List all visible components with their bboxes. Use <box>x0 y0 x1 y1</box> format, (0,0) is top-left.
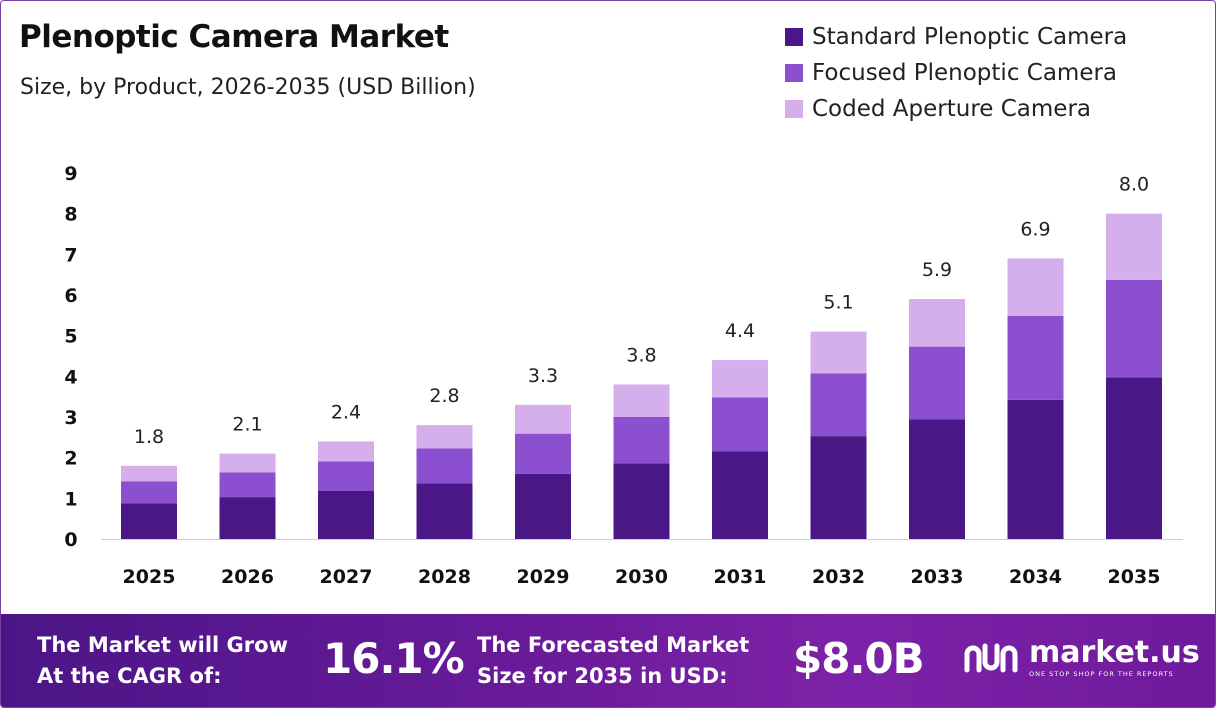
bar-2035-series-0 <box>1106 377 1162 539</box>
bar-2032-series-2 <box>810 331 867 374</box>
bar-2034-series-0 <box>1007 399 1064 539</box>
x-tick-label-2027: 2027 <box>320 566 373 588</box>
stacked-bar-chart: 0 1 2 3 4 5 6 7 8 9 1.8 2025 2.1 2026 2.4 2027 2.8 2028 3.… <box>64 163 1183 588</box>
x-tick-label-2031: 2031 <box>714 566 767 588</box>
bar-2026-series-1 <box>219 472 276 498</box>
y-tick-label-0: 0 <box>64 529 77 551</box>
total-label-2034: 6.9 <box>1020 218 1050 240</box>
legend-label-focused: Focused Plenoptic Camera <box>812 60 1118 86</box>
bar-2030-series-1 <box>613 417 670 464</box>
y-tick-label-1: 1 <box>64 488 77 510</box>
bar-2033-series-0 <box>909 419 965 539</box>
y-tick-label-2: 2 <box>64 448 77 470</box>
y-tick-label-8: 8 <box>64 204 77 226</box>
forecast-value: $8.0B <box>793 634 925 683</box>
total-label-2035: 8.0 <box>1119 174 1149 196</box>
cagr-label-line2: At the CAGR of: <box>37 664 222 688</box>
total-label-2028: 2.8 <box>429 385 459 407</box>
bar-2031-series-2 <box>712 360 768 398</box>
x-tick-label-2032: 2032 <box>812 566 865 588</box>
bar-2029-series-2 <box>515 404 571 434</box>
bar-2027-series-1 <box>318 461 374 492</box>
legend-swatch-coded <box>785 100 803 118</box>
legend-item-focused: Focused Plenoptic Camera <box>785 55 1127 91</box>
y-tick-label-9: 9 <box>64 163 77 185</box>
bar-2031-series-1 <box>712 397 768 452</box>
bar-2029-series-0 <box>515 473 571 539</box>
x-tick-label-2034: 2034 <box>1009 566 1062 588</box>
x-tick-label-2035: 2035 <box>1108 566 1161 588</box>
bar-2034-series-1 <box>1007 315 1064 400</box>
bar-2030-series-2 <box>613 384 670 417</box>
bar-2025-series-1 <box>121 481 177 504</box>
bar-2026-series-2 <box>219 453 276 473</box>
logo-name: market.us <box>1029 635 1200 670</box>
x-tick-label-2030: 2030 <box>615 566 668 588</box>
chart-title: Plenoptic Camera Market <box>19 19 449 55</box>
total-label-2031: 4.4 <box>725 320 755 342</box>
chart-subtitle: Size, by Product, 2026-2035 (USD Billion… <box>20 75 476 100</box>
bar-2027-series-0 <box>318 491 374 539</box>
cagr-label: The Market will Grow At the CAGR of: <box>37 630 288 692</box>
x-tick-label-2029: 2029 <box>517 566 570 588</box>
legend-item-standard: Standard Plenoptic Camera <box>785 19 1127 55</box>
y-tick-label-7: 7 <box>64 244 77 266</box>
bar-2026-series-0 <box>219 497 276 539</box>
bar-2033-series-2 <box>909 299 965 347</box>
forecast-label-line2: Size for 2035 in USD: <box>477 664 728 688</box>
chart-legend: Standard Plenoptic Camera Focused Plenop… <box>785 19 1127 127</box>
total-label-2029: 3.3 <box>528 365 558 387</box>
y-tick-label-5: 5 <box>64 326 77 348</box>
y-tick-label-3: 3 <box>64 407 77 429</box>
legend-label-coded: Coded Aperture Camera <box>812 96 1091 122</box>
y-tick-label-6: 6 <box>64 285 77 307</box>
bar-2031-series-0 <box>712 451 768 539</box>
y-tick-label-4: 4 <box>64 366 77 388</box>
bar-2034-series-2 <box>1007 258 1064 316</box>
x-tick-label-2026: 2026 <box>221 566 274 588</box>
bar-2028-series-0 <box>416 483 473 539</box>
legend-swatch-standard <box>785 28 803 46</box>
cagr-label-line1: The Market will Grow <box>37 633 288 657</box>
total-label-2033: 5.9 <box>922 259 952 281</box>
bar-2033-series-1 <box>909 346 965 420</box>
bar-2030-series-0 <box>613 463 670 539</box>
footer-banner: The Market will Grow At the CAGR of: 16.… <box>1 614 1215 707</box>
total-label-2025: 1.8 <box>134 426 164 448</box>
logo-tagline: ONE STOP SHOP FOR THE REPORTS <box>1029 670 1174 678</box>
total-label-2026: 2.1 <box>232 414 262 436</box>
bar-2025-series-0 <box>121 503 177 539</box>
legend-label-standard: Standard Plenoptic Camera <box>812 24 1128 50</box>
total-label-2030: 3.8 <box>626 344 656 366</box>
total-label-2027: 2.4 <box>331 401 361 423</box>
logo-text: market.us ONE STOP SHOP FOR THE REPORTS <box>1029 635 1200 679</box>
bar-2028-series-1 <box>416 448 473 484</box>
legend-item-coded: Coded Aperture Camera <box>785 91 1127 127</box>
x-tick-label-2025: 2025 <box>123 566 176 588</box>
bar-2035-series-1 <box>1106 279 1162 378</box>
cagr-value: 16.1% <box>323 634 465 683</box>
bar-2029-series-1 <box>515 433 571 474</box>
forecast-label-line1: The Forecasted Market <box>477 633 750 657</box>
forecast-label: The Forecasted Market Size for 2035 in U… <box>477 630 749 692</box>
bar-2032-series-0 <box>810 436 867 539</box>
bar-2027-series-2 <box>318 441 374 462</box>
market-us-logo-icon <box>964 643 1018 673</box>
bar-2025-series-2 <box>121 465 177 482</box>
x-tick-label-2033: 2033 <box>911 566 964 588</box>
bar-2032-series-1 <box>810 373 867 437</box>
bar-2035-series-2 <box>1106 213 1162 280</box>
legend-swatch-focused <box>785 64 803 82</box>
total-label-2032: 5.1 <box>823 292 853 314</box>
bar-2028-series-2 <box>416 425 473 449</box>
x-tick-label-2028: 2028 <box>418 566 471 588</box>
market-us-logo: market.us ONE STOP SHOP FOR THE REPORTS <box>963 638 1200 678</box>
